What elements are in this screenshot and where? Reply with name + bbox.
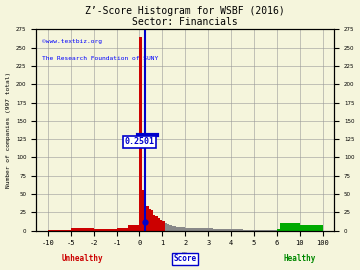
- Bar: [222, 229, 231, 231]
- Bar: [156, 216, 158, 231]
- Bar: [243, 230, 254, 231]
- Bar: [139, 37, 142, 231]
- Bar: [165, 223, 167, 231]
- Bar: [176, 227, 179, 231]
- Y-axis label: Number of companies (997 total): Number of companies (997 total): [5, 72, 10, 188]
- Bar: [142, 190, 144, 231]
- Bar: [265, 230, 277, 231]
- Bar: [158, 218, 160, 231]
- Bar: [144, 203, 146, 231]
- Bar: [162, 221, 165, 231]
- Bar: [167, 224, 169, 231]
- Bar: [94, 229, 117, 231]
- Bar: [208, 228, 213, 231]
- Text: Unhealthy: Unhealthy: [61, 254, 103, 264]
- Text: The Research Foundation of SUNY: The Research Foundation of SUNY: [42, 56, 158, 60]
- Bar: [146, 206, 149, 231]
- Bar: [153, 215, 156, 231]
- Bar: [254, 230, 265, 231]
- X-axis label: #0000cc: #0000cc: [182, 252, 188, 253]
- Bar: [280, 223, 300, 231]
- Bar: [199, 228, 204, 231]
- Bar: [171, 225, 174, 231]
- Bar: [149, 209, 151, 231]
- Bar: [117, 228, 128, 231]
- Bar: [217, 229, 222, 231]
- Bar: [194, 228, 199, 231]
- Bar: [231, 229, 243, 231]
- Bar: [300, 225, 323, 231]
- Bar: [277, 229, 280, 231]
- Text: ©www.textbiz.org: ©www.textbiz.org: [42, 39, 102, 44]
- Bar: [48, 230, 71, 231]
- Title: Z’-Score Histogram for WSBF (2016)
Sector: Financials: Z’-Score Histogram for WSBF (2016) Secto…: [85, 6, 285, 27]
- Bar: [204, 228, 208, 231]
- Text: Score: Score: [174, 254, 197, 264]
- Text: Healthy: Healthy: [284, 254, 316, 264]
- Bar: [151, 210, 153, 231]
- Bar: [174, 226, 176, 231]
- Text: 0.2501: 0.2501: [125, 137, 154, 146]
- Bar: [169, 225, 171, 231]
- Bar: [160, 220, 162, 231]
- Bar: [190, 228, 194, 231]
- Bar: [213, 229, 217, 231]
- Bar: [179, 227, 185, 231]
- Bar: [71, 228, 94, 231]
- Bar: [185, 228, 190, 231]
- Bar: [128, 225, 139, 231]
